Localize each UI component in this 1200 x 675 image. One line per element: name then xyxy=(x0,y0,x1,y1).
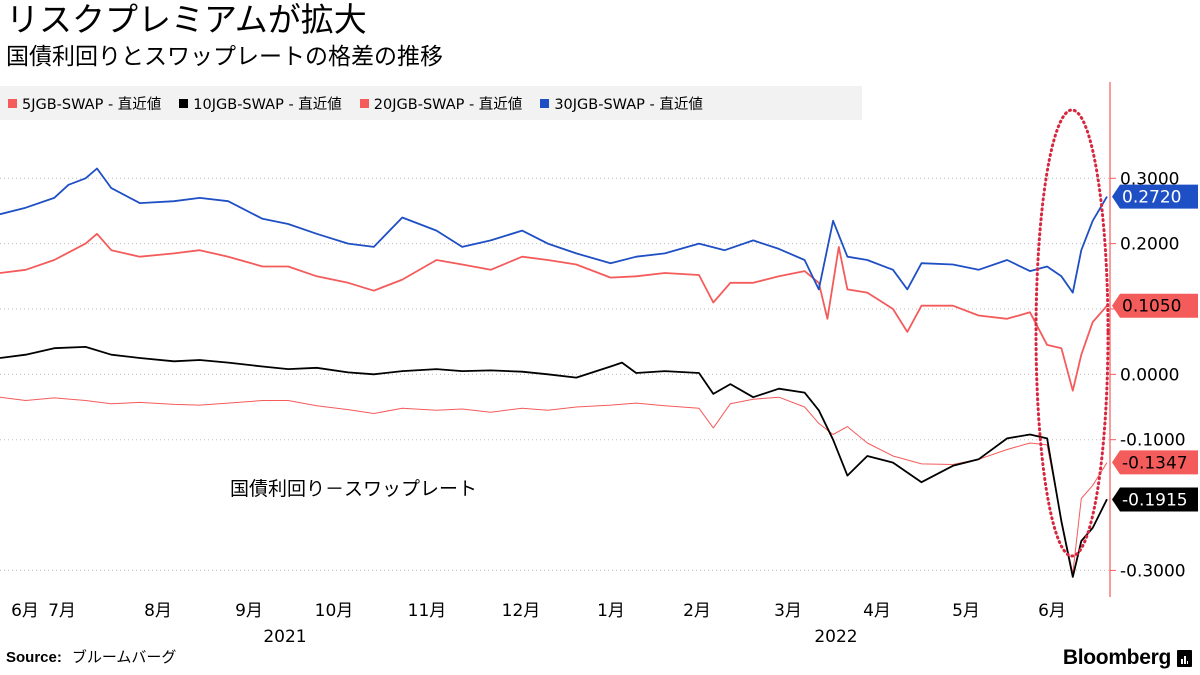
legend-swatch-10jgb xyxy=(179,98,189,108)
last-value-marker-2 xyxy=(1112,293,1198,318)
legend-label-5jgb: 5JGB-SWAP - 直近値 xyxy=(22,96,162,113)
x-tick-label: 4月 xyxy=(863,601,891,621)
x-tick-label: 5月 xyxy=(952,601,980,621)
x-year-label: 2022 xyxy=(814,627,857,647)
last-value-label-1: -0.1915 xyxy=(1122,490,1188,510)
legend-item-5jgb[interactable]: 5JGB-SWAP - 直近値 xyxy=(8,93,161,114)
legend-item-10jgb[interactable]: 10JGB-SWAP - 直近値 xyxy=(179,93,342,114)
last-value-label-2: 0.1050 xyxy=(1122,297,1181,317)
x-tick-label: 8月 xyxy=(144,601,172,621)
series-line-1 xyxy=(0,346,1108,578)
source-label: Source: xyxy=(6,649,62,666)
x-tick-label: 11月 xyxy=(408,601,447,621)
legend-swatch-5jgb xyxy=(8,98,17,108)
y-tick-label: 0.2000 xyxy=(1120,235,1179,255)
legend: 5JGB-SWAP - 直近値 10JGB-SWAP - 直近値 20JGB-S… xyxy=(0,86,862,120)
last-value-label-0: -0.1347 xyxy=(1122,453,1188,473)
legend-label-20jgb: 20JGB-SWAP - 直近値 xyxy=(373,96,523,113)
series-line-0 xyxy=(0,396,1108,575)
source-text: ブルームバーグ xyxy=(71,648,177,666)
annotation-text: 国債利回り－スワップレート xyxy=(230,478,477,500)
y-tick-label: -0.3000 xyxy=(1120,561,1186,581)
legend-item-30jgb[interactable]: 30JGB-SWAP - 直近値 xyxy=(540,93,703,114)
bloomberg-logo: Bloomberg xyxy=(1063,646,1192,670)
x-tick-label: 6月 xyxy=(11,601,39,621)
x-year-label: 2021 xyxy=(263,627,306,647)
x-tick-label: 7月 xyxy=(48,601,76,621)
x-tick-label: 3月 xyxy=(774,601,802,621)
y-tick-label: 0.0000 xyxy=(1120,365,1179,385)
legend-label-30jgb: 30JGB-SWAP - 直近値 xyxy=(554,96,703,113)
x-tick-label: 12月 xyxy=(502,601,541,621)
x-tick-label: 6月 xyxy=(1038,601,1066,621)
legend-swatch-20jgb xyxy=(359,98,369,108)
series-line-3 xyxy=(0,167,1108,294)
x-tick-label: 1月 xyxy=(597,601,625,621)
x-tick-label: 9月 xyxy=(235,601,263,621)
legend-label-10jgb: 10JGB-SWAP - 直近値 xyxy=(193,96,342,113)
terminal-icon xyxy=(1177,649,1192,667)
legend-swatch-30jgb xyxy=(540,98,550,108)
last-value-marker-0 xyxy=(1112,450,1198,475)
series-line-2 xyxy=(0,232,1108,392)
brand-text: Bloomberg xyxy=(1062,646,1171,669)
highlight-ellipse xyxy=(1034,108,1110,558)
last-value-label-3: 0.2720 xyxy=(1122,188,1181,208)
x-tick-label: 10月 xyxy=(315,601,354,621)
chart-title: リスクプレミアムが拡大 xyxy=(6,0,367,39)
chart-subtitle: 国債利回りとスワップレートの格差の推移 xyxy=(6,44,443,70)
last-value-marker-1 xyxy=(1112,487,1198,512)
last-value-marker-3 xyxy=(1112,184,1198,209)
y-tick-label: -0.1000 xyxy=(1120,431,1186,451)
legend-item-20jgb[interactable]: 20JGB-SWAP - 直近値 xyxy=(359,93,523,114)
x-tick-label: 2月 xyxy=(683,601,711,621)
y-tick-label: 0.3000 xyxy=(1120,169,1179,189)
source-note: Source: ブルームバーグ xyxy=(6,646,176,667)
